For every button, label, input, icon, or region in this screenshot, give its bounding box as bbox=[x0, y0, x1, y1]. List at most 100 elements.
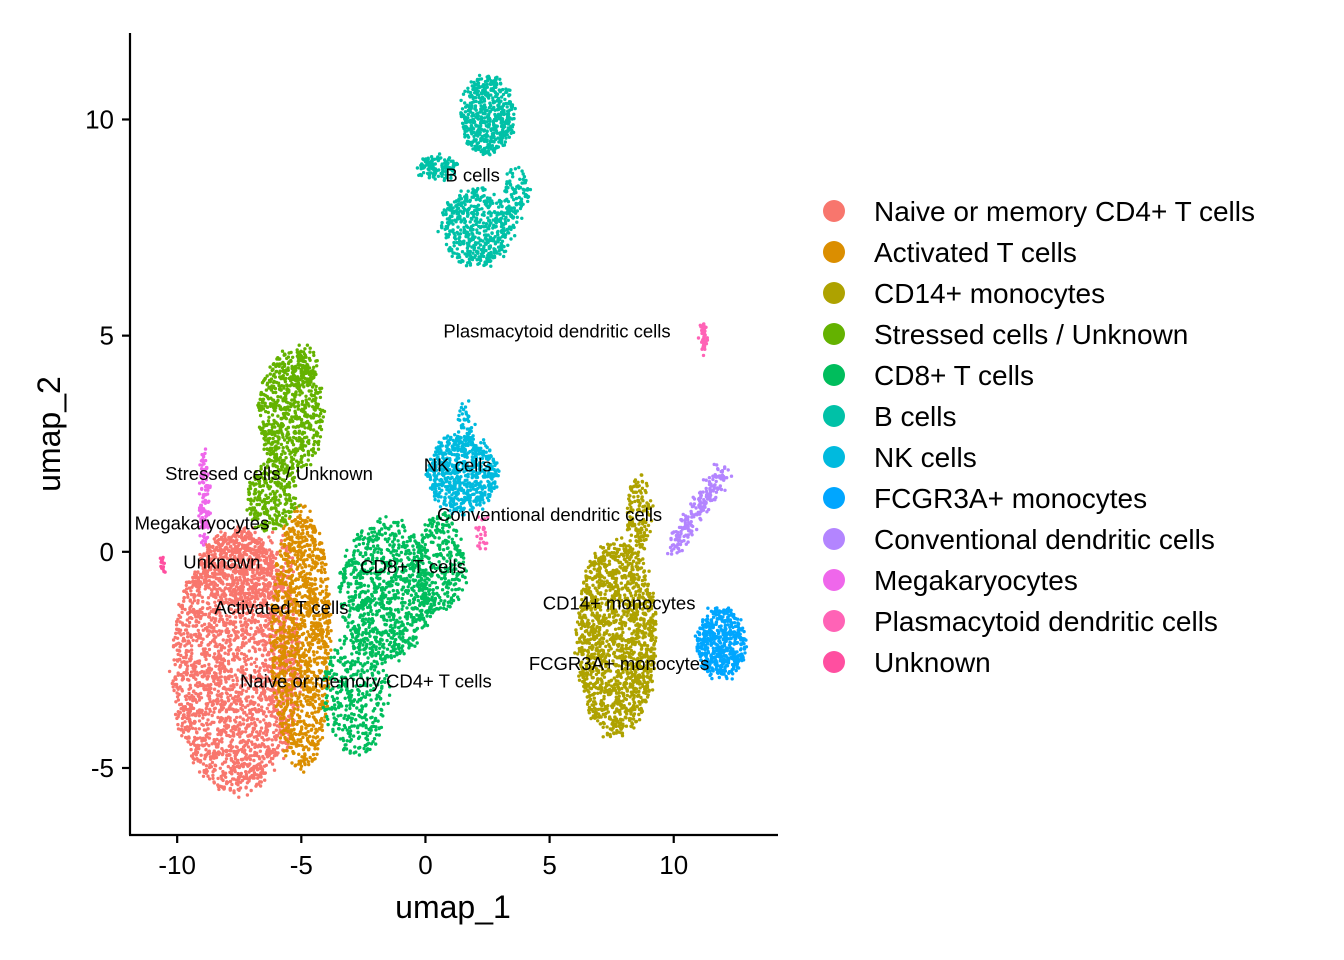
data-point bbox=[296, 650, 301, 654]
data-point bbox=[318, 721, 322, 725]
data-point bbox=[232, 750, 236, 755]
data-point bbox=[226, 764, 230, 769]
data-point bbox=[248, 734, 252, 738]
data-point bbox=[223, 586, 228, 590]
data-point bbox=[215, 583, 220, 588]
data-point bbox=[304, 636, 309, 640]
data-point bbox=[315, 752, 319, 756]
data-point bbox=[183, 694, 188, 699]
data-point bbox=[298, 761, 303, 766]
data-point bbox=[201, 774, 206, 778]
data-point bbox=[256, 776, 260, 780]
data-point bbox=[236, 699, 241, 703]
data-point bbox=[608, 734, 613, 739]
data-point bbox=[247, 779, 251, 783]
data-point bbox=[207, 749, 211, 753]
data-point bbox=[630, 632, 634, 636]
data-point bbox=[173, 635, 177, 640]
data-point bbox=[253, 742, 257, 746]
data-point bbox=[624, 697, 629, 702]
data-point bbox=[237, 648, 241, 652]
data-point bbox=[231, 777, 235, 781]
data-point bbox=[304, 585, 308, 589]
data-point bbox=[184, 735, 188, 740]
data-point bbox=[298, 540, 302, 544]
data-point bbox=[194, 677, 198, 681]
data-point bbox=[300, 535, 304, 539]
data-point bbox=[204, 734, 209, 738]
data-point bbox=[307, 649, 311, 654]
data-point bbox=[624, 716, 628, 720]
data-point bbox=[307, 723, 312, 727]
data-point bbox=[298, 513, 302, 518]
data-point bbox=[637, 718, 642, 722]
data-point bbox=[324, 562, 328, 567]
data-point bbox=[257, 640, 261, 644]
data-point bbox=[252, 637, 256, 641]
data-point bbox=[216, 784, 221, 789]
data-point bbox=[299, 549, 303, 553]
data-point bbox=[240, 536, 244, 540]
data-point bbox=[319, 579, 323, 583]
data-point bbox=[174, 623, 179, 627]
data-point bbox=[271, 750, 275, 755]
data-point bbox=[207, 777, 212, 781]
data-point bbox=[199, 753, 203, 757]
data-point bbox=[653, 619, 658, 624]
data-point bbox=[208, 545, 212, 549]
data-point bbox=[290, 535, 294, 539]
data-point bbox=[313, 547, 317, 551]
data-point bbox=[614, 634, 618, 638]
data-point bbox=[303, 731, 308, 736]
data-point bbox=[258, 784, 263, 788]
data-point bbox=[172, 658, 176, 662]
data-point bbox=[207, 653, 212, 658]
data-point bbox=[203, 737, 207, 742]
data-point bbox=[280, 712, 284, 716]
data-point bbox=[307, 554, 311, 558]
data-point bbox=[229, 746, 234, 750]
data-point bbox=[274, 696, 279, 700]
data-point bbox=[310, 558, 315, 562]
data-point bbox=[178, 645, 182, 649]
data-point bbox=[206, 712, 211, 716]
data-point bbox=[274, 728, 278, 732]
data-point bbox=[205, 606, 210, 611]
data-point bbox=[196, 578, 201, 582]
data-point bbox=[247, 639, 252, 643]
data-point bbox=[592, 567, 596, 571]
data-point bbox=[191, 624, 195, 628]
data-point bbox=[211, 773, 215, 778]
data-point bbox=[295, 722, 299, 726]
data-point bbox=[178, 620, 182, 624]
data-point bbox=[326, 631, 330, 635]
data-point bbox=[228, 693, 233, 698]
data-point bbox=[235, 634, 239, 638]
data-point bbox=[253, 750, 257, 755]
data-point bbox=[323, 570, 327, 575]
data-point bbox=[230, 575, 235, 580]
data-point bbox=[605, 570, 610, 575]
data-point bbox=[213, 706, 217, 710]
data-point bbox=[261, 661, 265, 666]
data-point bbox=[312, 629, 316, 634]
data-point bbox=[291, 559, 296, 563]
data-point bbox=[229, 544, 233, 548]
data-point bbox=[592, 696, 596, 700]
data-point bbox=[244, 620, 248, 624]
data-point bbox=[277, 699, 281, 704]
data-point bbox=[234, 625, 238, 629]
data-point bbox=[624, 724, 629, 728]
data-point bbox=[304, 745, 308, 749]
data-point bbox=[295, 630, 299, 635]
data-point bbox=[624, 583, 628, 588]
data-point bbox=[242, 751, 247, 755]
data-point bbox=[577, 637, 582, 641]
data-point bbox=[195, 709, 200, 713]
data-point bbox=[200, 743, 204, 747]
data-point bbox=[192, 595, 196, 600]
data-point bbox=[220, 707, 224, 712]
data-point bbox=[238, 715, 242, 719]
data-point bbox=[249, 788, 253, 793]
data-point bbox=[303, 624, 307, 629]
